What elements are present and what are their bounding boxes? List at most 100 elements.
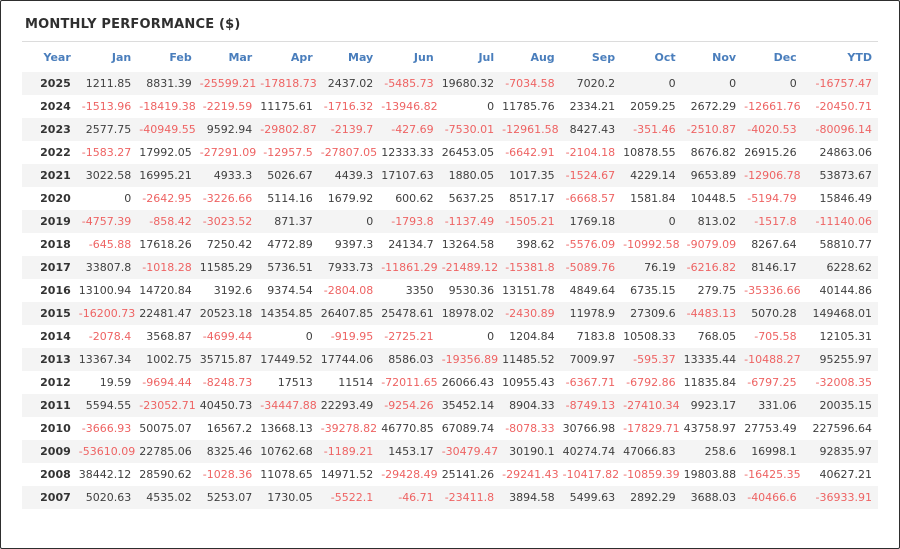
value-cell: 10955.43 bbox=[502, 376, 555, 389]
value-cell: 0 bbox=[305, 330, 313, 343]
table-row: 2008 38442.12 28590.62 -1028.36 11078.65 1497… bbox=[22, 463, 878, 486]
value-cell: 4229.14 bbox=[630, 169, 676, 182]
value-cell: 2437.02 bbox=[327, 77, 374, 90]
value-cell: 0 bbox=[668, 215, 676, 228]
column-header-sep: Sep bbox=[591, 51, 616, 64]
value-cell: -30479.47 bbox=[441, 445, 499, 458]
value-cell: 871.37 bbox=[274, 215, 313, 228]
value-cell: 2672.29 bbox=[690, 100, 737, 113]
value-cell: -40466.6 bbox=[747, 491, 797, 504]
page-title: MONTHLY PERFORMANCE ($) bbox=[25, 17, 241, 32]
value-cell: -1137.49 bbox=[444, 215, 495, 228]
value-cell: 47066.83 bbox=[623, 445, 676, 458]
value-cell: -8248.73 bbox=[202, 376, 253, 389]
value-cell: 2059.25 bbox=[630, 100, 676, 113]
value-cell: 8586.03 bbox=[388, 353, 434, 366]
column-header-mar: Mar bbox=[228, 51, 253, 64]
value-cell: -17829.71 bbox=[623, 422, 680, 435]
value-cell: 35452.14 bbox=[441, 399, 495, 412]
value-cell: 9530.36 bbox=[448, 284, 495, 297]
value-cell: 5070.28 bbox=[751, 307, 797, 320]
table-row: 2009 -53610.09 22785.06 8325.46 10762.68 -118… bbox=[22, 440, 878, 463]
value-cell: 7933.73 bbox=[327, 261, 374, 274]
year-cell: 2022 bbox=[40, 146, 71, 159]
value-cell: 46770.85 bbox=[381, 422, 434, 435]
value-cell: -645.88 bbox=[88, 238, 132, 251]
value-cell: 17107.63 bbox=[381, 169, 434, 182]
value-cell: -29241.43 bbox=[502, 468, 559, 481]
value-cell: -2804.08 bbox=[323, 284, 374, 297]
value-cell: 1453.17 bbox=[388, 445, 434, 458]
value-cell: 22785.06 bbox=[139, 445, 192, 458]
value-cell: 40274.74 bbox=[562, 445, 616, 458]
table-body: 2025 1211.85 8831.39 -25599.21 -17818.73 2437… bbox=[22, 72, 878, 509]
value-cell: 17449.52 bbox=[260, 353, 313, 366]
value-cell: -23411.8 bbox=[444, 491, 495, 504]
column-header-may: May bbox=[348, 51, 374, 64]
table-row: 2024 -1513.96 -18419.38 -2219.59 11175.61 -17… bbox=[22, 95, 878, 118]
value-cell: -21489.12 bbox=[441, 261, 499, 274]
column-header-jun: Jun bbox=[413, 51, 434, 64]
column-header-year: Year bbox=[43, 51, 71, 64]
table-row: 2012 19.59 -9694.44 -8248.73 17513 11514 -7201… bbox=[22, 371, 878, 394]
table-row: 2007 5020.63 4535.02 5253.07 1730.05 -5522.1 -… bbox=[22, 486, 878, 509]
value-cell: 5499.63 bbox=[569, 491, 616, 504]
value-cell: -6642.91 bbox=[505, 146, 555, 159]
value-cell: 1211.85 bbox=[85, 77, 132, 90]
table-row: 2013 13367.34 1002.75 35715.87 17449.52 17744… bbox=[22, 348, 878, 371]
value-cell: -39278.82 bbox=[320, 422, 378, 435]
value-cell: 0 bbox=[729, 77, 737, 90]
value-cell: 1017.35 bbox=[509, 169, 555, 182]
value-cell: -6216.82 bbox=[686, 261, 737, 274]
table-row: 2010 -3666.93 50075.07 16567.2 13668.13 -3927… bbox=[22, 417, 878, 440]
year-cell: 2018 bbox=[40, 238, 71, 251]
year-cell: 2013 bbox=[40, 353, 71, 366]
value-cell: 3894.58 bbox=[509, 491, 555, 504]
column-header-nov: Nov bbox=[712, 51, 737, 64]
value-cell: 1581.84 bbox=[630, 192, 676, 205]
value-cell: 9653.89 bbox=[690, 169, 737, 182]
value-cell: 0 bbox=[487, 100, 495, 113]
value-cell: 2577.75 bbox=[85, 123, 132, 136]
value-cell: 4535.02 bbox=[146, 491, 192, 504]
value-cell: 1679.92 bbox=[327, 192, 374, 205]
value-cell: 11785.76 bbox=[502, 100, 555, 113]
column-header-feb: Feb bbox=[169, 51, 192, 64]
value-cell: -1028.36 bbox=[202, 468, 253, 481]
value-cell: 4772.89 bbox=[267, 238, 313, 251]
value-cell: -3023.52 bbox=[202, 215, 253, 228]
year-cell: 2010 bbox=[40, 422, 71, 435]
value-cell: -80096.14 bbox=[815, 123, 872, 136]
value-cell: -12957.5 bbox=[263, 146, 313, 159]
value-cell: 1730.05 bbox=[267, 491, 313, 504]
value-cell: 13151.78 bbox=[502, 284, 555, 297]
table-row: 2022 -1583.27 17992.05 -27291.09 -12957.5 -27… bbox=[22, 141, 878, 164]
value-cell: 3568.87 bbox=[146, 330, 192, 343]
value-cell: -27807.05 bbox=[320, 146, 378, 159]
value-cell: -20450.71 bbox=[815, 100, 872, 113]
value-cell: 17744.06 bbox=[320, 353, 374, 366]
table-row: 2016 13100.94 14720.84 3192.6 9374.54 -2804.0… bbox=[22, 279, 878, 302]
value-cell: 22293.49 bbox=[320, 399, 374, 412]
value-cell: -3226.66 bbox=[202, 192, 253, 205]
value-cell: -10859.39 bbox=[623, 468, 680, 481]
value-cell: -1716.32 bbox=[323, 100, 374, 113]
value-cell: -1513.96 bbox=[81, 100, 132, 113]
value-cell: 22481.47 bbox=[139, 307, 192, 320]
value-cell: -9254.26 bbox=[384, 399, 434, 412]
value-cell: 13335.44 bbox=[683, 353, 737, 366]
year-cell: 2011 bbox=[40, 399, 71, 412]
value-cell: 5253.07 bbox=[206, 491, 253, 504]
value-cell: -9079.09 bbox=[686, 238, 737, 251]
value-cell: -53610.09 bbox=[78, 445, 136, 458]
value-cell: 11078.65 bbox=[260, 468, 313, 481]
value-cell: 18978.02 bbox=[441, 307, 495, 320]
value-cell: 1002.75 bbox=[146, 353, 192, 366]
value-cell: -2642.95 bbox=[142, 192, 192, 205]
value-cell: 9374.54 bbox=[267, 284, 313, 297]
value-cell: -2078.4 bbox=[88, 330, 132, 343]
value-cell: -2510.87 bbox=[686, 123, 737, 136]
value-cell: -10417.82 bbox=[562, 468, 620, 481]
value-cell: -15381.8 bbox=[505, 261, 555, 274]
